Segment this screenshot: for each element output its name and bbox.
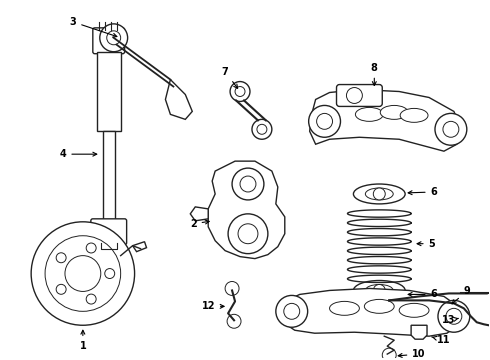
- Circle shape: [230, 82, 250, 102]
- Text: 7: 7: [222, 67, 238, 88]
- Polygon shape: [208, 161, 285, 258]
- Ellipse shape: [366, 188, 393, 200]
- Circle shape: [435, 113, 467, 145]
- Circle shape: [309, 105, 341, 137]
- FancyBboxPatch shape: [91, 219, 126, 245]
- Circle shape: [105, 269, 115, 279]
- Circle shape: [86, 294, 96, 304]
- Polygon shape: [280, 288, 461, 336]
- Ellipse shape: [380, 105, 408, 120]
- Ellipse shape: [353, 184, 405, 204]
- Circle shape: [107, 31, 121, 45]
- Text: 6: 6: [408, 187, 438, 197]
- Ellipse shape: [400, 108, 428, 122]
- Circle shape: [317, 113, 333, 129]
- Text: 6: 6: [408, 289, 438, 300]
- Text: 4: 4: [60, 149, 97, 159]
- Circle shape: [228, 214, 268, 254]
- Text: 10: 10: [398, 349, 426, 359]
- Ellipse shape: [366, 284, 393, 296]
- Circle shape: [227, 314, 241, 328]
- Circle shape: [235, 86, 245, 96]
- Circle shape: [86, 243, 96, 253]
- Text: 11: 11: [432, 335, 451, 345]
- Ellipse shape: [399, 303, 429, 317]
- Text: 13: 13: [442, 315, 459, 325]
- Circle shape: [31, 222, 135, 325]
- Text: 12: 12: [201, 301, 224, 311]
- Circle shape: [257, 124, 267, 134]
- Polygon shape: [190, 207, 208, 221]
- Text: 5: 5: [417, 239, 436, 249]
- Text: 8: 8: [371, 63, 378, 85]
- Circle shape: [45, 236, 121, 311]
- Circle shape: [382, 348, 396, 360]
- Text: 9: 9: [452, 287, 470, 304]
- Circle shape: [100, 24, 127, 52]
- Ellipse shape: [355, 107, 383, 121]
- Polygon shape: [133, 242, 147, 252]
- FancyBboxPatch shape: [93, 28, 124, 54]
- Ellipse shape: [330, 301, 359, 315]
- Text: 2: 2: [190, 219, 209, 229]
- FancyBboxPatch shape: [337, 85, 382, 107]
- Circle shape: [56, 253, 66, 263]
- Bar: [103, 131, 115, 221]
- Circle shape: [65, 256, 101, 292]
- Circle shape: [276, 296, 308, 327]
- Bar: [97, 52, 121, 131]
- Text: 1: 1: [79, 330, 86, 351]
- Circle shape: [284, 303, 300, 319]
- Circle shape: [443, 121, 459, 137]
- Circle shape: [438, 300, 470, 332]
- Ellipse shape: [353, 280, 405, 300]
- Circle shape: [240, 176, 256, 192]
- Text: 3: 3: [70, 17, 117, 37]
- Circle shape: [232, 168, 264, 200]
- Circle shape: [252, 120, 272, 139]
- Circle shape: [225, 282, 239, 296]
- Ellipse shape: [365, 300, 394, 313]
- Circle shape: [446, 309, 462, 324]
- Circle shape: [373, 188, 385, 200]
- Circle shape: [238, 224, 258, 244]
- Circle shape: [56, 284, 66, 294]
- Circle shape: [373, 284, 385, 296]
- Circle shape: [346, 87, 363, 103]
- Polygon shape: [411, 325, 427, 339]
- Polygon shape: [310, 90, 461, 151]
- Polygon shape: [166, 80, 192, 120]
